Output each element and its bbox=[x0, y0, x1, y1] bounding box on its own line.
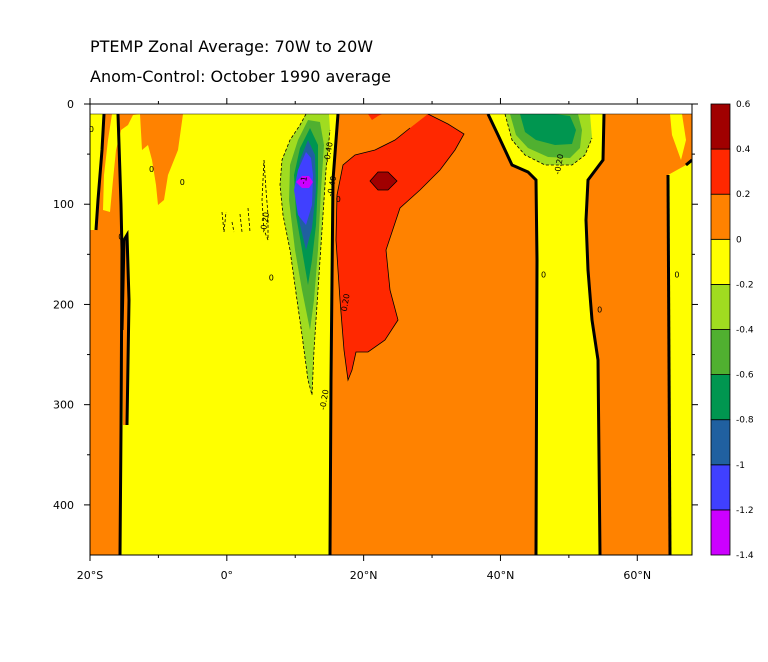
region-red-top bbox=[368, 114, 382, 120]
chart-title: PTEMP Zonal Average: 70W to 20W bbox=[90, 37, 373, 56]
y-tick-label-0: 0 bbox=[67, 98, 74, 111]
y-tick-label-1: 100 bbox=[53, 198, 74, 211]
contour-label-0: 0 bbox=[89, 125, 94, 134]
colorbar-label-9: 0.4 bbox=[736, 145, 751, 155]
contour-label-12: -0.20 bbox=[553, 153, 565, 175]
colorbar-label-1: -1.2 bbox=[736, 506, 754, 516]
region-red bbox=[336, 114, 464, 380]
colorbar-swatch-7 bbox=[710, 193, 731, 240]
contour-label-9: 0 bbox=[336, 195, 341, 204]
colorbar-label-0: -1.4 bbox=[736, 551, 754, 561]
region-negative-yellow-65n bbox=[668, 114, 692, 555]
colorbar-swatch-4 bbox=[710, 329, 731, 375]
x-tick-label-4: 60°N bbox=[623, 569, 651, 582]
x-tick-label-0: 20°S bbox=[77, 569, 103, 582]
x-tick-label-3: 40°N bbox=[487, 569, 515, 582]
contour-label-2: 0 bbox=[149, 165, 154, 174]
colorbar-swatch-9 bbox=[710, 103, 731, 150]
region-blue bbox=[294, 152, 313, 225]
colorbar-swatch-8 bbox=[710, 148, 731, 195]
y-tick-label-2: 200 bbox=[53, 298, 74, 311]
region-dark-red-max bbox=[370, 172, 397, 190]
contour-label-15: 0 bbox=[674, 270, 679, 279]
contour-label-11: -0.20 bbox=[318, 389, 330, 411]
plot-area: 0000-0.200-1-0.40-0.4000.20-0.20-0.20000… bbox=[53, 98, 698, 582]
colorbar-label-6: -0.2 bbox=[736, 280, 754, 290]
colorbar-label-3: -0.8 bbox=[736, 416, 754, 426]
contour-label-6: -1 bbox=[299, 176, 309, 185]
colorbar-swatch-3 bbox=[710, 374, 731, 421]
region-negative-yellow-south bbox=[90, 114, 104, 230]
colorbar-label-5: -0.4 bbox=[736, 326, 754, 336]
positive-contours bbox=[335, 114, 465, 382]
colorbar-label-2: -1 bbox=[736, 461, 745, 471]
contour-label-7: -0.40 bbox=[322, 141, 334, 163]
y-tick-label-4: 400 bbox=[53, 499, 74, 512]
colorbar-swatch-0 bbox=[710, 509, 731, 556]
contour-fill bbox=[90, 114, 692, 555]
plot-frame bbox=[89, 103, 693, 556]
contour-label-1: 0 bbox=[118, 232, 123, 241]
colorbar-label-8: 0.2 bbox=[736, 190, 750, 200]
chart-subtitle: Anom-Control: October 1990 average bbox=[90, 67, 391, 86]
x-tick-label-2: 20°N bbox=[350, 569, 378, 582]
colorbar-label-7: 0 bbox=[736, 235, 742, 245]
colorbar-swatch-5 bbox=[710, 283, 731, 330]
colorbar-label-10: 0.6 bbox=[736, 100, 751, 110]
region-magenta-min bbox=[296, 176, 313, 188]
contour-label-3: 0 bbox=[180, 178, 185, 187]
colorbar-label-4: -0.6 bbox=[736, 371, 754, 381]
contour-label-14: 0 bbox=[597, 305, 602, 314]
contour-label-5: 0 bbox=[269, 273, 274, 282]
x-tick-label-1: 0° bbox=[221, 569, 234, 582]
contour-label-8: -0.40 bbox=[326, 175, 338, 197]
colorbar-swatch-1 bbox=[710, 464, 731, 511]
region-negative-yellow-40n bbox=[488, 114, 604, 555]
y-tick-label-3: 300 bbox=[53, 399, 74, 412]
region-negative-yellow-band bbox=[103, 114, 338, 555]
colorbar: -1.4 -1.2 -1 -0.8 -0.6 -0.4 -0.2 0 0.2 0.4 0.6 bbox=[710, 100, 754, 561]
colorbar-swatch-2 bbox=[710, 419, 731, 466]
negative-dashed-contours bbox=[221, 114, 593, 396]
region-dark-green-north bbox=[520, 114, 576, 145]
colorbar-swatch-6 bbox=[710, 238, 731, 285]
contour-label-10: 0.20 bbox=[340, 293, 352, 312]
zero-contours bbox=[94, 114, 692, 555]
axis-ticks: 20°S 0° 20°N 40°N 60°N 0 100 200 300 400 bbox=[53, 98, 698, 582]
contour-label-13: 0 bbox=[541, 270, 546, 279]
contour-label-4: -0.20 bbox=[259, 211, 271, 233]
